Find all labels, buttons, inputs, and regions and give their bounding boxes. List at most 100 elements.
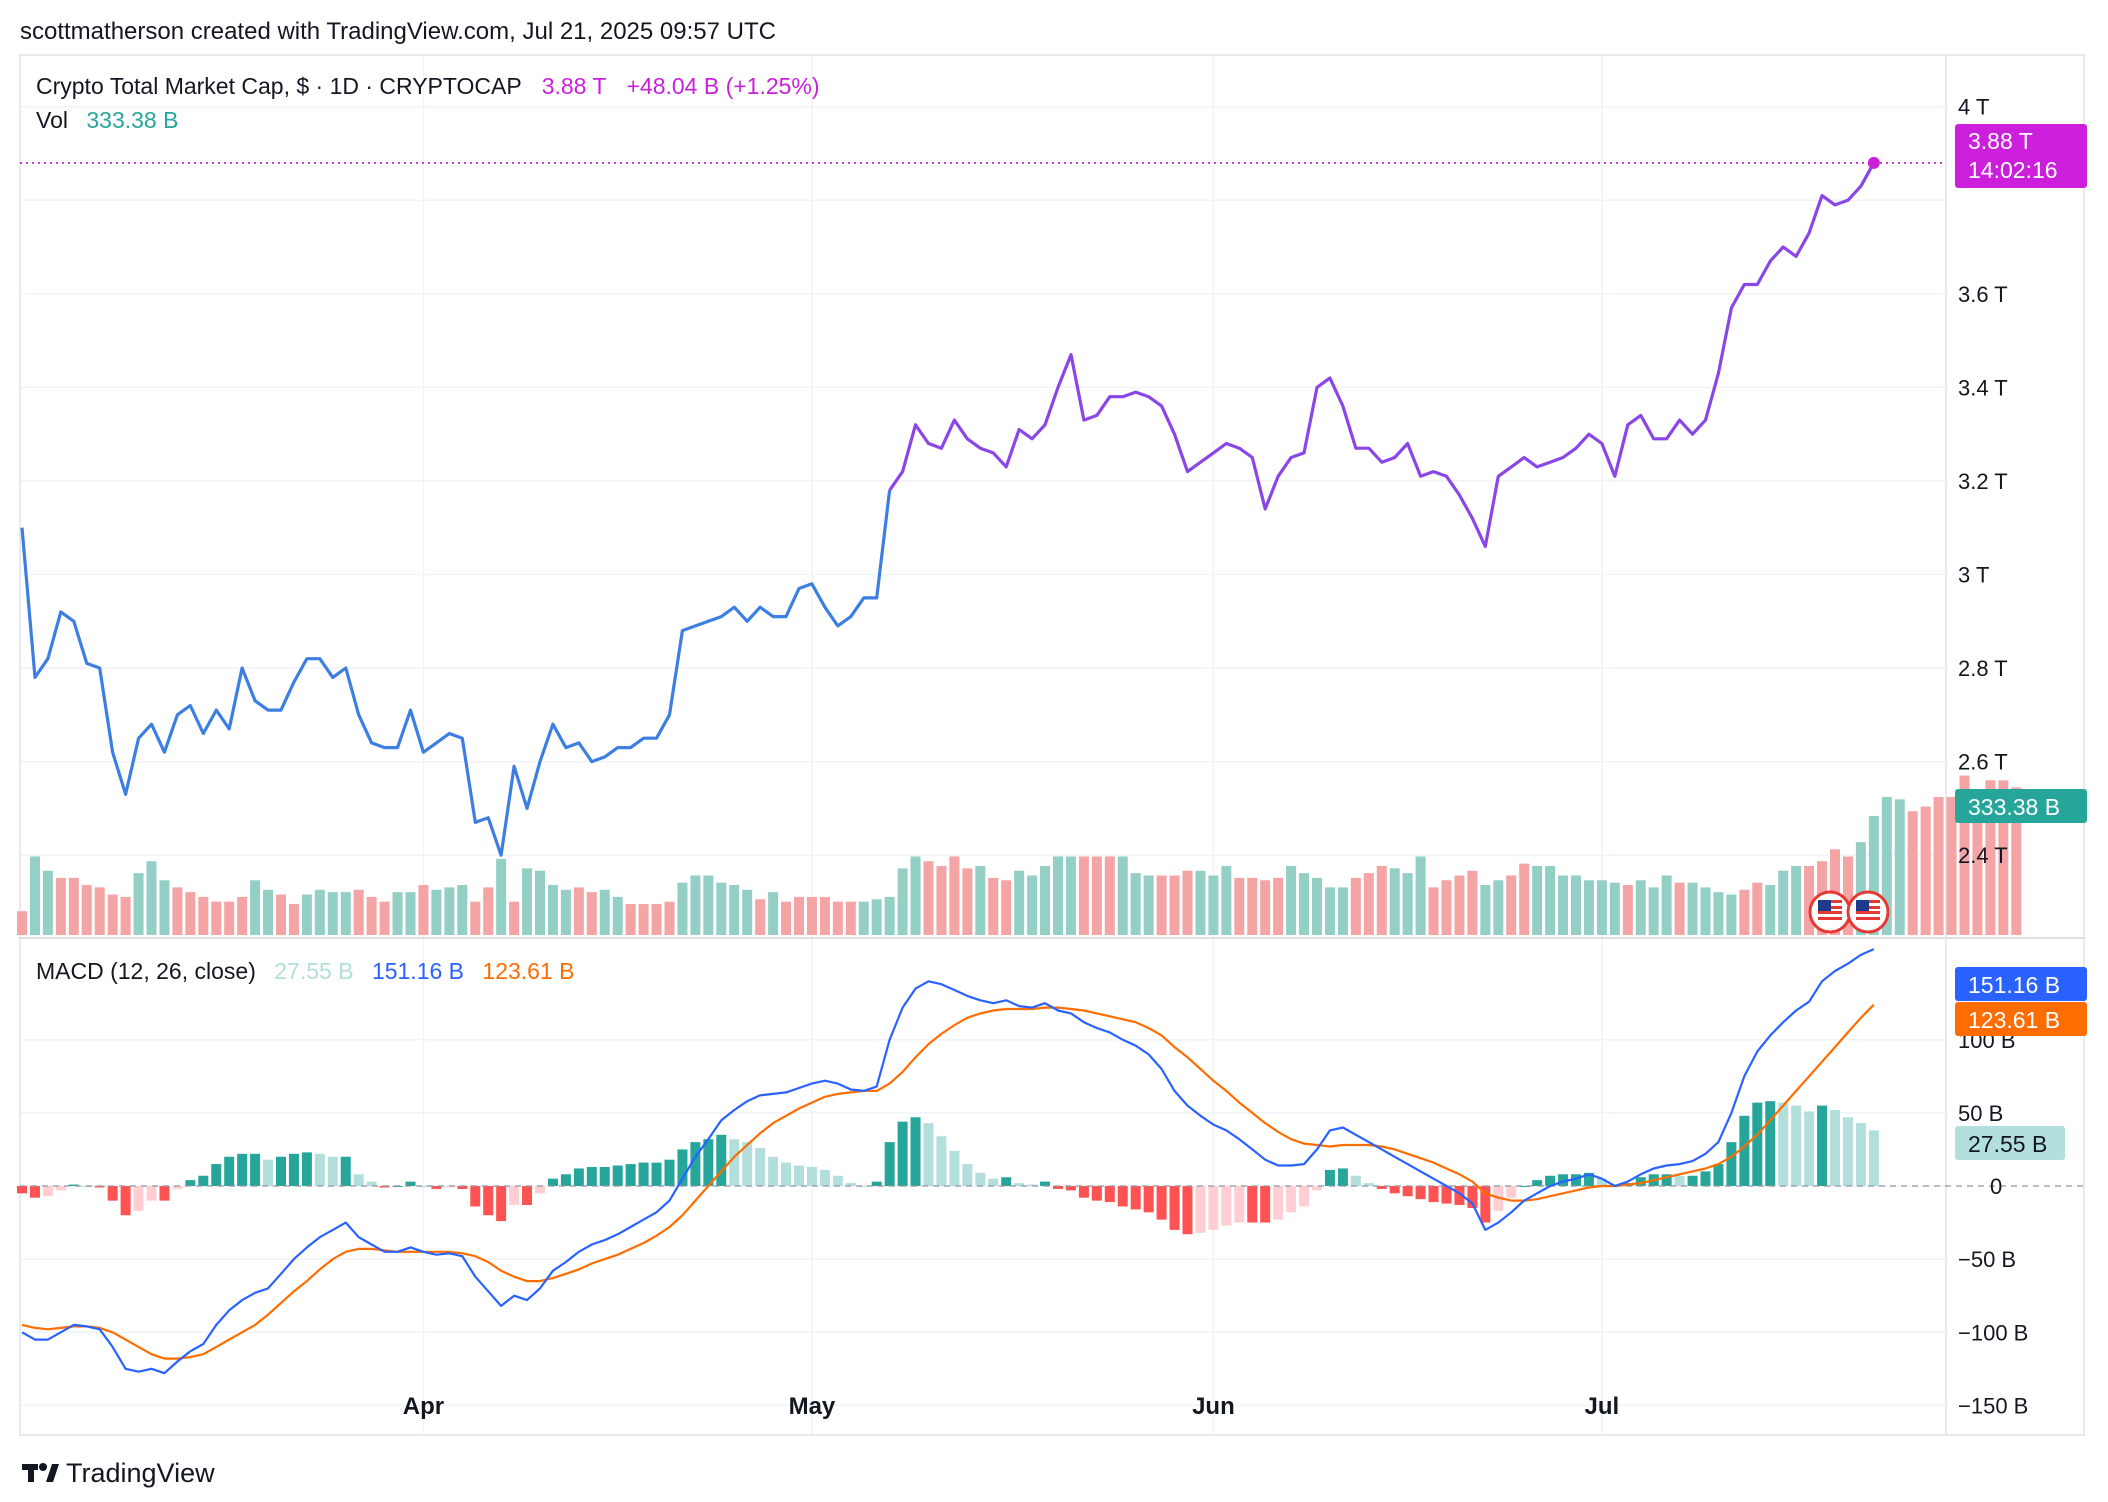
last-price-badge: 3.88 T 14:02:16 [1955, 124, 2087, 188]
macd-histogram-bar [353, 1174, 364, 1186]
chart-frame [19, 54, 2085, 1436]
macd-legend[interactable]: MACD (12, 26, close) 27.55 B 151.16 B 12… [36, 958, 575, 984]
histogram-badge-value: 27.55 B [1968, 1131, 2047, 1157]
macd-histogram-bar [1324, 1169, 1335, 1186]
macd-histogram-bar [327, 1156, 338, 1186]
macd-histogram-bar [1532, 1180, 1543, 1186]
volume-bar [1700, 887, 1711, 935]
volume-bar [936, 865, 947, 935]
time-axis[interactable]: Apr May Jun Jul [403, 1393, 1619, 1420]
volume-bar [392, 892, 403, 935]
macd-histogram-bar [742, 1142, 753, 1186]
volume-bar [1247, 877, 1258, 935]
volume-bar [755, 899, 766, 935]
macd-histogram-bar [1726, 1142, 1737, 1186]
volume-bar [224, 901, 235, 935]
us-flag-event-icon[interactable] [1846, 890, 1890, 934]
macd-histogram-bar [871, 1181, 882, 1186]
macd-histogram-bar [755, 1147, 766, 1186]
macd-axis-tick-label: −50 B [1958, 1247, 2016, 1272]
time-axis-tick-label: Jul [1585, 1393, 1620, 1420]
macd-histogram-bar [1830, 1109, 1840, 1186]
volume-bar [703, 875, 714, 935]
price-legend[interactable]: Crypto Total Market Cap, $ · 1D · CRYPTO… [36, 73, 820, 99]
macd-histogram-bar [29, 1186, 40, 1198]
chart-grid [20, 55, 1946, 1435]
macd-histogram-bar [1687, 1175, 1698, 1186]
macd-histogram-bar [107, 1186, 118, 1201]
macd-histogram-bar [17, 1186, 27, 1194]
volume-bar [1920, 806, 1931, 935]
volume-bar [198, 896, 209, 935]
macd-histogram-bar [1596, 1178, 1607, 1186]
macd-histogram-bar [1065, 1186, 1076, 1191]
volume-bar [17, 911, 27, 935]
attribution-text: scottmatherson created with TradingView.… [20, 18, 776, 45]
volume-bar [1182, 870, 1193, 935]
macd-histogram-bar [910, 1117, 921, 1186]
price-axis[interactable]: 2.4 T 2.6 T 2.8 T 3 T 3.2 T 3.4 T 3.6 T 4 T [1958, 95, 2008, 868]
volume-bar [716, 882, 727, 935]
macd-histogram-bar [1739, 1115, 1750, 1186]
volume-bar [1053, 856, 1063, 935]
volume-bar [1467, 870, 1478, 935]
volume-bar [1739, 889, 1750, 935]
macd-histogram-bar [547, 1178, 558, 1186]
volume-bar [1959, 775, 1970, 935]
macd-histogram-bar [625, 1164, 636, 1186]
volume-bar [1726, 894, 1737, 935]
macd-axis-tick-label: −150 B [1958, 1393, 2028, 1418]
volume-bar [1506, 875, 1517, 935]
macd-histogram-bar [1104, 1186, 1115, 1203]
volume-bar [1609, 882, 1620, 935]
price-axis-tick-label: 2.6 T [1958, 750, 2008, 775]
volume-bar [133, 873, 144, 935]
legend-change: +48.04 B (+1.25%) [626, 73, 819, 99]
volume-bar [1583, 880, 1594, 935]
volume-bar [1363, 873, 1374, 935]
macd-histogram-bar [1842, 1117, 1853, 1186]
macd-line [21, 948, 1875, 1375]
volume-bar [1273, 877, 1284, 935]
volume-bar [1299, 873, 1310, 935]
volume-bar [845, 901, 856, 935]
macd-histogram-bar [1350, 1175, 1361, 1186]
volume-bar [237, 896, 248, 935]
macd-line-badge: 151.16 B [1955, 967, 2087, 1001]
volume-bar [651, 904, 662, 935]
macd-line-badge-value: 151.16 B [1968, 972, 2060, 998]
macd-histogram-bar [198, 1175, 209, 1186]
volume-legend[interactable]: Vol 333.38 B [36, 107, 178, 133]
histogram-badge: 27.55 B [1955, 1126, 2065, 1160]
volume-bar [690, 875, 701, 935]
macd-histogram-bar [1545, 1175, 1556, 1186]
macd-histogram [17, 1101, 1879, 1235]
macd-histogram-bar [936, 1136, 947, 1186]
symbol-description: Crypto Total Market Cap, $ · 1D · CRYPTO… [36, 73, 521, 99]
us-flag-event-icon[interactable] [1808, 890, 1852, 934]
volume-bar [1208, 875, 1219, 935]
volume-bar [819, 896, 830, 935]
macd-histogram-bar [599, 1166, 610, 1186]
volume-bar [560, 889, 571, 935]
macd-histogram-bar [301, 1152, 312, 1186]
macd-histogram-bar [1441, 1186, 1452, 1204]
time-axis-tick-label: May [789, 1393, 836, 1420]
volume-bar [1855, 842, 1866, 935]
macd-histogram-bar [651, 1162, 662, 1186]
volume-bar [94, 887, 105, 935]
tradingview-logo[interactable]: TradingView [22, 1458, 215, 1488]
volume-bar [923, 861, 934, 935]
macd-histogram-bar [470, 1186, 481, 1207]
volume-bar [55, 877, 66, 935]
volume-bar [742, 889, 753, 935]
volume-bar [1648, 887, 1659, 935]
volume-bar [1065, 856, 1076, 935]
macd-axis[interactable]: 100 B50 B0−50 B−100 B−150 B [1958, 1028, 2028, 1419]
macd-histogram-bar [172, 1186, 183, 1189]
volume-bar [897, 868, 908, 935]
volume-bar [1661, 875, 1672, 935]
volume-bar [120, 896, 131, 935]
macd-histogram-bar [1791, 1105, 1802, 1186]
